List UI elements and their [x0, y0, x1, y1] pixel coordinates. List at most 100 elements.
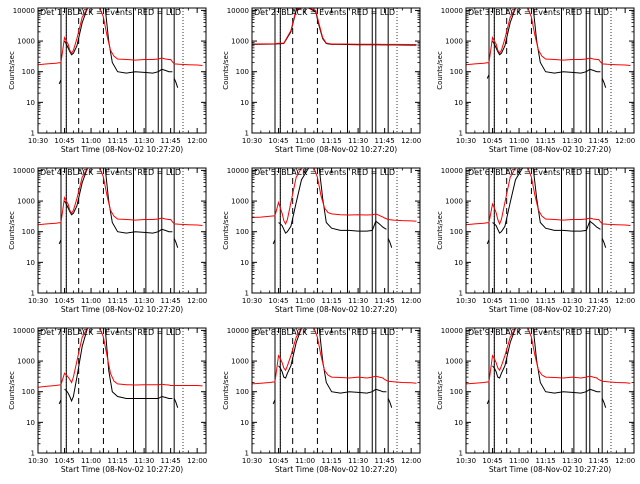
x-tick-label: 11:15 — [107, 457, 127, 465]
x-tick-label: 11:30 — [134, 137, 154, 145]
x-tick-label: 11:45 — [161, 297, 181, 305]
y-tick-label: 100 — [236, 388, 249, 396]
plot-frame — [465, 167, 635, 294]
x-tick-label: 11:30 — [348, 297, 368, 305]
panel-title: Det 2: BLACK = Events, RED = LLD — [254, 8, 395, 17]
panel-6: 1 10 100 1000 10000 10:30 10:45 11:00 11:15 11:30… — [436, 167, 635, 314]
x-tick-label: 10:30 — [456, 137, 476, 145]
series-events-line — [387, 238, 393, 248]
plot-frame — [37, 167, 207, 294]
panel-title: Det 3: BLACK = Events, RED = LLD — [468, 8, 609, 17]
series-events-line — [272, 239, 276, 245]
series-events-line — [492, 328, 601, 394]
y-axis-label: Counts/sec — [8, 51, 16, 90]
x-axis-label: Start Time (08-Nov-02 10:27:20) — [61, 145, 183, 154]
x-tick-label: 11:15 — [107, 137, 127, 145]
y-tick-label: 10 — [26, 99, 35, 107]
x-tick-label: 11:00 — [81, 137, 101, 145]
x-tick-label: 10:30 — [242, 297, 262, 305]
x-tick-label: 10:45 — [482, 297, 502, 305]
x-axis-label: Start Time (08-Nov-02 10:27:20) — [275, 465, 397, 474]
y-tick-label: 1000 — [231, 38, 249, 46]
y-axis-label: Counts/sec — [8, 211, 16, 250]
series-events-line — [492, 8, 601, 74]
x-tick-label: 10:45 — [268, 457, 288, 465]
y-tick-label: 1000 — [17, 358, 35, 366]
series-events-line — [278, 168, 387, 234]
y-tick-label: 100 — [22, 68, 35, 76]
series-events-line — [492, 168, 601, 234]
x-axis-label: Start Time (08-Nov-02 10:27:20) — [489, 145, 611, 154]
y-tick-label: 10000 — [13, 7, 35, 15]
y-tick-label: 1 — [31, 290, 35, 298]
x-tick-label: 11:45 — [375, 297, 395, 305]
panel-3: 1 10 100 1000 10000 10:30 10:45 11:00 11:15 11:30… — [436, 7, 635, 154]
x-tick-label: 11:00 — [81, 297, 101, 305]
panel-9: 1 10 100 1000 10000 10:30 10:45 11:00 11:15 11:30… — [436, 327, 635, 474]
y-tick-label: 1 — [459, 450, 463, 458]
y-tick-label: 100 — [450, 68, 463, 76]
x-tick-label: 11:15 — [321, 297, 341, 305]
x-tick-label: 12:00 — [187, 297, 207, 305]
y-tick-label: 10 — [240, 99, 249, 107]
x-tick-label: 11:45 — [589, 457, 609, 465]
series-lld-line — [252, 8, 417, 45]
plot-frame — [251, 7, 421, 134]
y-tick-label: 10000 — [441, 7, 463, 15]
x-tick-label: 11:15 — [321, 457, 341, 465]
y-tick-label: 1000 — [445, 38, 463, 46]
y-axis-label: Counts/sec — [436, 371, 444, 410]
y-axis-label: Counts/sec — [222, 211, 230, 250]
x-tick-label: 10:45 — [268, 137, 288, 145]
series-events-line — [387, 398, 393, 408]
y-tick-label: 100 — [236, 68, 249, 76]
x-tick-label: 11:15 — [107, 297, 127, 305]
panel-title: Det 5: BLACK = Events, RED = LLD — [254, 168, 395, 177]
series-events-line — [64, 168, 173, 234]
y-axis-label: Counts/sec — [222, 51, 230, 90]
plot-frame — [37, 7, 207, 134]
series-events-line — [278, 328, 387, 394]
x-tick-label: 11:00 — [295, 137, 315, 145]
x-tick-label: 11:15 — [535, 137, 555, 145]
x-axis-label: Start Time (08-Nov-02 10:27:20) — [61, 305, 183, 314]
x-tick-label: 10:30 — [456, 297, 476, 305]
y-tick-label: 10000 — [227, 327, 249, 335]
series-lld-line — [466, 328, 631, 385]
plot-frame — [465, 7, 635, 134]
series-events-line — [486, 239, 490, 245]
y-axis-label: Counts/sec — [8, 371, 16, 410]
plot-frame — [251, 167, 421, 294]
series-events-line — [58, 399, 62, 405]
y-tick-label: 10000 — [227, 7, 249, 15]
x-tick-label: 12:00 — [187, 457, 207, 465]
y-tick-label: 1 — [245, 130, 249, 138]
panel-4: 1 10 100 1000 10000 10:30 10:45 11:00 11:15 11:30… — [8, 167, 207, 314]
panel-title: Det 4: BLACK = Events, RED = LLD — [40, 168, 181, 177]
y-tick-label: 10 — [240, 419, 249, 427]
x-axis-label: Start Time (08-Nov-02 10:27:20) — [489, 465, 611, 474]
series-events-line — [486, 399, 490, 405]
y-tick-label: 1000 — [17, 198, 35, 206]
x-tick-label: 12:00 — [401, 137, 421, 145]
series-lld-line — [38, 8, 203, 66]
x-tick-label: 11:00 — [81, 457, 101, 465]
plot-frame — [37, 327, 207, 454]
series-lld-line — [38, 168, 203, 226]
x-tick-label: 11:45 — [589, 297, 609, 305]
y-tick-label: 10000 — [13, 327, 35, 335]
panel-title: Det 1: BLACK = Events, RED = LLD — [40, 8, 181, 17]
x-tick-label: 11:00 — [509, 457, 529, 465]
y-tick-label: 1000 — [17, 38, 35, 46]
x-tick-label: 11:00 — [509, 137, 529, 145]
x-tick-label: 11:45 — [161, 137, 181, 145]
panel-5: 1 10 100 1000 10000 10:30 10:45 11:00 11:15 11:30… — [222, 167, 421, 314]
y-tick-label: 1000 — [445, 198, 463, 206]
x-axis-label: Start Time (08-Nov-02 10:27:20) — [275, 145, 397, 154]
x-tick-label: 11:00 — [509, 297, 529, 305]
y-tick-label: 10000 — [13, 167, 35, 175]
x-tick-label: 11:30 — [562, 137, 582, 145]
x-tick-label: 11:00 — [295, 297, 315, 305]
y-tick-label: 1000 — [445, 358, 463, 366]
